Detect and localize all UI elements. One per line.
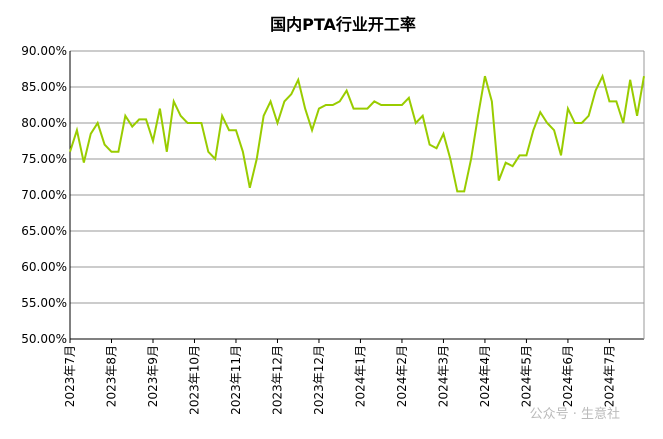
x-tick-label: 2024年2月	[395, 345, 409, 407]
x-tick-label: 2023年8月	[104, 345, 118, 407]
x-tick-label: 2023年10月	[187, 345, 201, 415]
x-tick-label: 2024年6月	[561, 345, 575, 407]
y-tick-label: 70.00%	[21, 188, 67, 202]
line-series	[69, 73, 645, 193]
x-tick-label: 2024年7月	[602, 345, 616, 407]
y-tick-label: 55.00%	[21, 296, 67, 310]
y-tick-label: 60.00%	[21, 260, 67, 274]
x-tick-label: 2023年7月	[63, 345, 77, 407]
x-tick-label: 2023年11月	[229, 345, 243, 415]
y-tick-label: 50.00%	[21, 332, 67, 346]
x-tick-label: 2023年12月	[270, 345, 284, 415]
y-tick-label: 90.00%	[21, 44, 67, 58]
x-tick-label: 2024年4月	[478, 345, 492, 407]
y-tick-label: 75.00%	[21, 152, 67, 166]
y-tick-label: 80.00%	[21, 116, 67, 130]
x-tick-label: 2024年3月	[436, 345, 450, 407]
y-tick-label: 85.00%	[21, 80, 67, 94]
x-tick-label: 2023年12月	[312, 345, 326, 415]
chart-title: 国内PTA行业开工率	[270, 15, 416, 34]
watermark: 公众号 · 生意社	[530, 406, 620, 422]
y-tick-label: 65.00%	[21, 224, 67, 238]
x-tick-label: 2024年1月	[353, 345, 367, 407]
x-tick-label: 2023年9月	[146, 345, 160, 407]
x-tick-label: 2024年5月	[519, 345, 533, 407]
